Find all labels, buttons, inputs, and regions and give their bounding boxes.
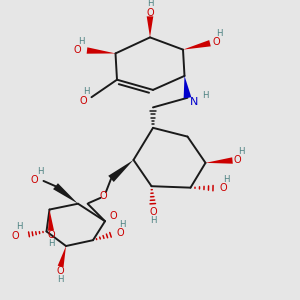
Text: H: H xyxy=(119,220,126,229)
Polygon shape xyxy=(147,16,153,38)
Text: O: O xyxy=(74,45,81,55)
Text: O: O xyxy=(56,266,64,276)
Text: H: H xyxy=(238,147,244,156)
Text: N: N xyxy=(190,97,198,106)
Text: H: H xyxy=(16,222,22,231)
Polygon shape xyxy=(183,40,211,50)
Text: O: O xyxy=(31,175,38,185)
Polygon shape xyxy=(206,157,233,164)
Text: O: O xyxy=(219,183,227,193)
Polygon shape xyxy=(53,183,78,204)
Text: H: H xyxy=(150,216,157,225)
Text: O: O xyxy=(47,230,55,240)
Text: O: O xyxy=(110,211,117,221)
Polygon shape xyxy=(108,160,134,182)
Text: O: O xyxy=(234,155,242,165)
Text: O: O xyxy=(146,8,154,18)
Text: O: O xyxy=(100,191,107,201)
Polygon shape xyxy=(184,76,191,98)
Text: H: H xyxy=(223,175,229,184)
Polygon shape xyxy=(87,47,116,54)
Text: O: O xyxy=(80,96,87,106)
Text: H: H xyxy=(147,0,153,8)
Text: H: H xyxy=(83,87,90,96)
Text: H: H xyxy=(48,239,55,248)
Text: O: O xyxy=(116,228,124,238)
Text: O: O xyxy=(12,230,20,241)
Polygon shape xyxy=(58,246,66,267)
Text: O: O xyxy=(149,207,157,217)
Text: O: O xyxy=(212,37,220,47)
Text: H: H xyxy=(78,37,85,46)
Polygon shape xyxy=(48,209,54,231)
Text: H: H xyxy=(37,167,44,176)
Text: H: H xyxy=(216,29,222,38)
Text: H: H xyxy=(57,275,64,284)
Text: H: H xyxy=(202,91,208,100)
